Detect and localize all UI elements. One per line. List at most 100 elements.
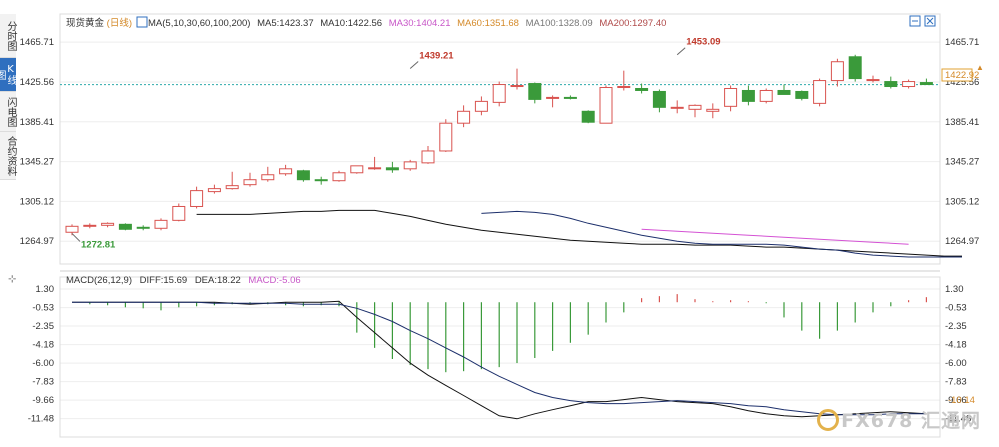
ma-line-black bbox=[196, 209, 962, 257]
candle-body bbox=[528, 83, 542, 100]
price-tick-right: 1385.41 bbox=[945, 117, 979, 128]
candle-body bbox=[225, 185, 239, 190]
candle-body bbox=[546, 96, 560, 99]
candle-body bbox=[581, 110, 595, 123]
tab-contract-info[interactable]: 合约资料 bbox=[0, 132, 16, 180]
crosshair-icon[interactable]: ⊹ bbox=[8, 274, 16, 285]
ma5-value: MA5:1423.37 bbox=[257, 18, 314, 29]
candle-body bbox=[243, 179, 257, 186]
macd-tick-right: -6.00 bbox=[945, 358, 967, 369]
candle-body bbox=[207, 188, 221, 193]
header-line: 现货黄金 (日线) bbox=[66, 17, 132, 29]
candlesticks bbox=[65, 54, 933, 236]
price-tick-right: 1465.71 bbox=[945, 37, 979, 48]
candle-body bbox=[296, 170, 310, 181]
candle-body bbox=[599, 87, 613, 124]
annotation-label: 1272.81 bbox=[81, 239, 116, 250]
price-tick-left: 1345.27 bbox=[20, 157, 54, 168]
candle-body bbox=[866, 79, 880, 82]
macd-tick-right: -2.35 bbox=[945, 321, 967, 332]
period-label: (日线) bbox=[107, 17, 132, 29]
price-tick-right: 1425.56 bbox=[945, 77, 979, 88]
ma100-value: MA100:1328.09 bbox=[526, 18, 593, 29]
price-tick-left: 1465.71 bbox=[20, 37, 54, 48]
candle-body bbox=[510, 85, 524, 88]
candle-body bbox=[279, 168, 293, 175]
macd-tick-right: -9.66 bbox=[945, 395, 967, 406]
price-marker-icon: ▲ bbox=[976, 63, 984, 72]
grid-lines bbox=[60, 41, 940, 420]
candle-body bbox=[439, 122, 453, 152]
candle-body bbox=[385, 167, 399, 171]
candle-body bbox=[136, 226, 150, 229]
watermark-text: FX678 汇通网 bbox=[841, 410, 981, 432]
ma-params: MA(5,10,30,60,100,200) bbox=[148, 18, 250, 29]
candle-body bbox=[635, 87, 649, 91]
ma60-value: MA60:1351.68 bbox=[457, 18, 519, 29]
macd-params: MACD(26,12,9) bbox=[66, 275, 132, 286]
ma-line-pink bbox=[641, 228, 909, 245]
candle-body bbox=[457, 110, 471, 124]
candle-body bbox=[332, 172, 346, 182]
dea-value: DEA:18.22 bbox=[195, 275, 241, 286]
dea-line bbox=[72, 301, 927, 416]
candle-body bbox=[813, 80, 827, 104]
candle-body bbox=[172, 205, 186, 221]
macd-tick-left: -9.66 bbox=[32, 395, 54, 406]
candle-body bbox=[83, 224, 97, 227]
candle-body bbox=[830, 61, 844, 82]
candle-body bbox=[759, 89, 773, 102]
ma10-value: MA10:1422.56 bbox=[320, 18, 382, 29]
macd-lines bbox=[72, 300, 927, 420]
candle-body bbox=[563, 96, 577, 99]
macd-tick-left: -0.53 bbox=[32, 303, 54, 314]
dea-tag: -10.14 bbox=[948, 395, 975, 406]
candle-body bbox=[261, 174, 275, 181]
macd-tick-right: -11.48 bbox=[945, 414, 971, 425]
current-dea-label: -10.14 bbox=[948, 395, 975, 406]
price-tick-left: 1425.56 bbox=[20, 77, 54, 88]
ma-toggle-icon[interactable] bbox=[136, 16, 148, 28]
macd-value: MACD:-5.06 bbox=[248, 275, 300, 286]
candle-body bbox=[795, 90, 809, 99]
diff-value: DIFF:15.69 bbox=[140, 275, 188, 286]
candle-body bbox=[777, 89, 791, 95]
macd-tick-right: 1.30 bbox=[945, 284, 964, 295]
candle-body bbox=[688, 104, 702, 110]
candle-body bbox=[492, 84, 506, 103]
instrument-name: 现货黄金 bbox=[66, 17, 105, 29]
macd-tick-left: -7.83 bbox=[32, 377, 54, 388]
annotation-leader bbox=[409, 61, 419, 69]
watermark-icon bbox=[817, 409, 839, 431]
candle-body bbox=[706, 108, 720, 112]
macd-tick-right: -0.53 bbox=[945, 303, 967, 314]
moving-average-lines bbox=[196, 209, 962, 258]
macd-tick-left: -4.18 bbox=[32, 340, 54, 351]
tab-intraday[interactable]: 分时图 bbox=[0, 14, 16, 58]
price-tick-right: 1305.12 bbox=[945, 196, 979, 207]
macd-tick-right: -7.83 bbox=[945, 377, 967, 388]
candle-body bbox=[314, 179, 328, 182]
tab-kline[interactable]: K线图 bbox=[0, 58, 16, 92]
ma-line-navy bbox=[481, 210, 962, 258]
candle-body bbox=[884, 81, 898, 88]
price-tick-right: 1345.27 bbox=[945, 157, 979, 168]
panel-controls bbox=[909, 15, 936, 27]
candle-body bbox=[652, 90, 666, 108]
annotation-label: 1453.09 bbox=[686, 37, 720, 48]
tab-flash-chart[interactable]: 闪电图 bbox=[0, 92, 16, 132]
candle-body bbox=[190, 190, 204, 207]
candle-body bbox=[724, 87, 738, 107]
annotation-leader bbox=[676, 47, 686, 56]
candle-body bbox=[403, 161, 417, 170]
price-tick-left: 1305.12 bbox=[20, 196, 54, 207]
candle-body bbox=[65, 225, 79, 233]
annotation-label: 1439.21 bbox=[419, 50, 454, 61]
candle-body bbox=[118, 223, 132, 230]
ma30-value: MA30:1404.21 bbox=[389, 18, 451, 29]
macd-tick-right: -4.18 bbox=[945, 340, 967, 351]
y-axis-labels: 1465.71 1465.71 1425.56 1425.56 1385.41 1385.… bbox=[20, 37, 980, 424]
macd-histogram bbox=[89, 294, 928, 373]
candle-body bbox=[670, 106, 684, 109]
macd-tick-left: -6.00 bbox=[32, 358, 54, 369]
